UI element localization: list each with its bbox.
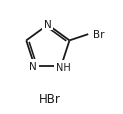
Text: N: N <box>44 19 52 29</box>
Text: N: N <box>30 61 37 71</box>
Text: NH: NH <box>56 62 71 72</box>
Text: HBr: HBr <box>39 92 61 105</box>
Text: Br: Br <box>93 29 104 39</box>
